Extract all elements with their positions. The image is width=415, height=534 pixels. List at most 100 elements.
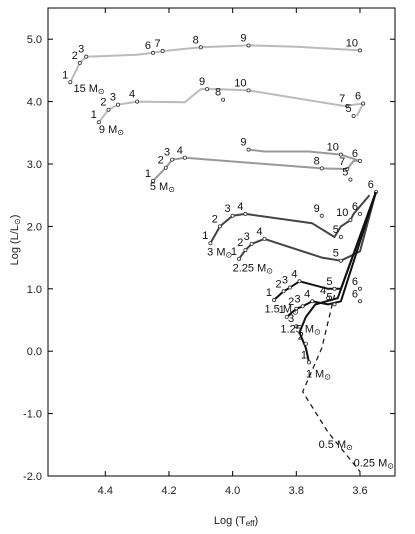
stage-point [287, 285, 292, 290]
x-tick-label: 3.8 [289, 485, 304, 497]
stage-label: 7 [154, 38, 160, 50]
stage-label: 1 [91, 109, 97, 121]
stage-point [243, 248, 248, 253]
stage-label: 2 [298, 331, 304, 343]
stage-point [249, 241, 254, 246]
y-tick-label: 2.0 [27, 221, 42, 233]
mass-label: 1.25 M⊙ [280, 323, 320, 336]
track-0: 123 6 7 8 9 10 [62, 32, 362, 85]
stage-point [151, 178, 156, 183]
stage-point [319, 213, 324, 218]
stage-point [163, 165, 168, 170]
stage-point [246, 43, 251, 48]
x-tick-label: 3.6 [352, 485, 367, 497]
stage-label: 2 [275, 278, 281, 290]
y-tick-label: 0.0 [27, 346, 42, 358]
stage-point [262, 236, 267, 241]
stage-label: 2 [100, 97, 106, 109]
stage-point [348, 218, 353, 223]
stage-point [345, 166, 350, 171]
stage-point [357, 299, 362, 304]
stage-label: 3 [282, 275, 288, 287]
stage-label: 1 [202, 230, 208, 242]
stage-point [151, 50, 156, 55]
plot-frame [47, 7, 396, 477]
stage-point [246, 88, 251, 93]
stage-label: 3 [295, 293, 301, 305]
stage-label: 4 [320, 285, 326, 297]
stage-point [116, 102, 121, 107]
mass-labels: 15 M⊙ 9 M⊙ 5 M⊙ 3 M⊙2.25 M⊙ 1.5 M⊙ 1.25 M⊙ 1 M… [73, 83, 393, 470]
stage-label: 3 [110, 92, 116, 104]
stage-label: 1 [266, 287, 272, 299]
stage-point [170, 157, 175, 162]
stage-label: 2 [237, 237, 243, 249]
y-tick-label: -2.0 [23, 471, 42, 483]
stage-label: 2 [212, 213, 218, 225]
y-tick-label: 3.0 [27, 159, 42, 171]
stage-point [182, 155, 187, 160]
stage-point [205, 87, 210, 92]
stage-point [84, 54, 89, 59]
mass-label: 1 M⊙ [306, 368, 331, 381]
stage-point [348, 177, 353, 182]
stage-label: 4 [304, 288, 310, 300]
stage-point [272, 298, 277, 303]
stage-label: 1 [231, 246, 237, 258]
x-tick-label: 4.2 [161, 485, 176, 497]
stage-point [243, 211, 248, 216]
stage-point [357, 286, 362, 291]
stage-label: 9 [314, 203, 320, 215]
stage-label: 8 [215, 87, 221, 99]
stage-label: 6 [352, 288, 358, 300]
x-axis-label: Log (Teff) [214, 515, 258, 528]
stage-point [96, 120, 101, 125]
stage-point [230, 213, 235, 218]
stage-label: 9 [199, 76, 205, 88]
track-line [209, 194, 371, 244]
stage-label: 6 [355, 90, 361, 102]
stage-label: 1 [279, 304, 285, 316]
stage-point [357, 158, 362, 163]
main-sequence-line [302, 294, 361, 472]
stage-point [135, 99, 140, 104]
stage-label: 6 [352, 201, 358, 213]
stage-label: 2 [72, 50, 78, 62]
stage-label: 8 [314, 155, 320, 167]
y-tick-label: 4.0 [27, 97, 42, 109]
y-tick-label: 5.0 [27, 34, 42, 46]
stage-label: 5 [345, 103, 351, 115]
x-tick-label: 4.4 [98, 485, 113, 497]
stage-label: 3 [288, 313, 294, 325]
stage-point [77, 60, 82, 65]
axis-ticks: 4.4 4.2 4.0 3.8 3.6 5.0 4.0 3.0 2.0 1.0 0.0 -1.0 -2.… [23, 8, 395, 497]
stage-point [106, 107, 111, 112]
stage-label: 1 [145, 168, 151, 180]
mass-label: 1.5 M⊙ [264, 304, 298, 317]
stage-label: 4 [291, 268, 297, 280]
stage-label: 3 [244, 231, 250, 243]
stage-label: 10 [336, 207, 348, 219]
mass-label: 0.25 M⊙ [354, 458, 394, 471]
stage-label: 9 [240, 137, 246, 149]
stage-label: 5 [333, 248, 339, 260]
main-sequence [302, 294, 361, 472]
mass-label: 15 M⊙ [73, 83, 104, 96]
stage-point [338, 235, 343, 240]
stage-point [297, 279, 302, 284]
stage-label: 5 [326, 276, 332, 288]
stage-label: 3 [78, 44, 84, 56]
stage-point [326, 296, 331, 301]
stage-point [246, 147, 251, 152]
stage-point [357, 48, 362, 53]
stage-point [332, 302, 337, 307]
stage-point [351, 113, 356, 118]
stage-point [307, 360, 312, 365]
stage-point [294, 306, 299, 311]
stage-point [237, 256, 242, 261]
y-tick-label: -1.0 [23, 409, 42, 421]
y-tick-label: 1.0 [27, 284, 42, 296]
stage-point [294, 324, 299, 329]
